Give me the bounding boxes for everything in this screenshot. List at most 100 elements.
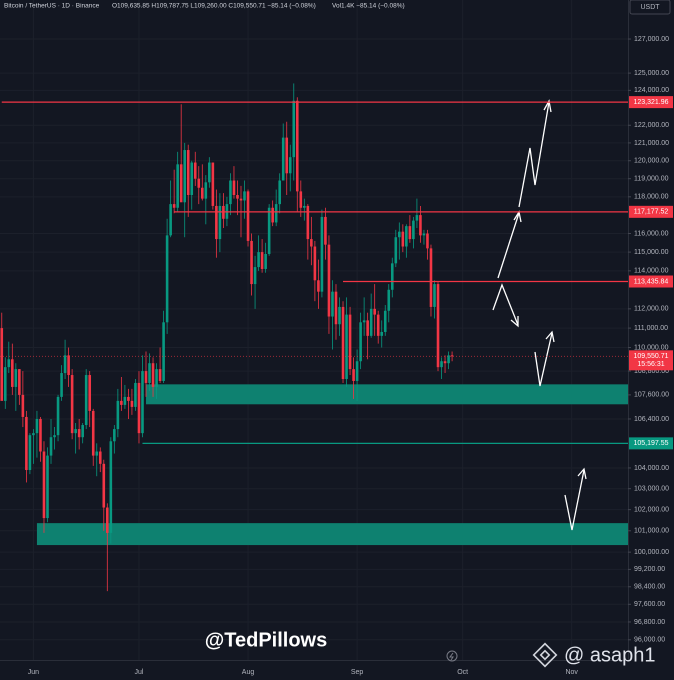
countdown: 15:56:31: [637, 361, 664, 368]
candle-body: [151, 363, 155, 387]
price-label: 117,177.52: [634, 209, 669, 216]
candle-body: [11, 359, 14, 387]
candle-body: [359, 322, 362, 362]
candle-body: [264, 253, 267, 269]
candle-body: [81, 425, 84, 438]
candle-body: [162, 322, 165, 381]
candle-body: [285, 137, 289, 174]
y-tick-label: 96,000.00: [634, 637, 665, 644]
y-tick-label: 107,600.00: [634, 392, 669, 399]
candle-body: [422, 233, 426, 236]
y-tick-label: 102,000.00: [634, 506, 669, 513]
candle-body: [137, 382, 141, 434]
y-tick-label: 112,000.00: [634, 306, 669, 313]
y-tick-label: 99,200.00: [634, 566, 665, 573]
candle-body: [232, 180, 236, 196]
candle-body: [32, 433, 35, 436]
y-tick-label: 111,000.00: [634, 325, 668, 332]
candle-body: [373, 308, 376, 315]
candle-body: [218, 205, 222, 240]
candle-body: [60, 373, 63, 397]
candle-body: [106, 507, 109, 533]
candle-body: [394, 237, 398, 264]
x-tick-label: Sep: [351, 669, 364, 676]
y-tick-label: 125,000.00: [634, 70, 669, 77]
candle-body: [56, 396, 60, 436]
candle-body: [450, 355, 454, 357]
candle-body: [169, 204, 172, 236]
candle-body: [98, 451, 102, 464]
arrow-head: [577, 467, 587, 480]
candle-body: [419, 215, 422, 236]
candle-body: [236, 195, 239, 199]
support-zone: [146, 384, 628, 405]
y-tick-label: 115,000.00: [634, 249, 669, 256]
candle-body: [331, 291, 334, 317]
x-tick-label: Aug: [242, 669, 255, 676]
y-tick-label: 120,000.00: [634, 158, 669, 165]
candle-body: [176, 164, 179, 208]
candle-body: [74, 429, 77, 434]
candle-body: [412, 220, 415, 240]
candle-body: [134, 382, 137, 407]
candle-body: [369, 308, 373, 336]
candle-body: [366, 320, 369, 336]
ohlc-header: O109,635.85 H109,787.75 L109,260.00 C109…: [112, 3, 316, 10]
candle-body: [415, 215, 419, 221]
candle-body: [401, 231, 405, 247]
candle-body: [67, 355, 70, 376]
candle-body: [443, 361, 447, 364]
candle-body: [25, 416, 28, 471]
arrow-head: [545, 330, 555, 343]
support-zone: [36, 523, 629, 546]
y-tick-label: 110,000.00: [634, 344, 669, 351]
y-tick-label: 97,600.00: [634, 601, 665, 608]
arrow: [534, 332, 553, 387]
candle-body: [130, 400, 134, 407]
candle-body: [179, 164, 183, 203]
candle-body: [355, 361, 359, 381]
plot-area: [0, 83, 629, 592]
watermark: @TedPillows: [205, 629, 327, 651]
y-tick-label: 127,000.00: [634, 36, 669, 43]
price-label-box: [629, 275, 673, 288]
x-tick-label: Jun: [28, 669, 39, 676]
candle-body: [208, 162, 211, 183]
candle-body: [46, 455, 49, 519]
candle-body: [362, 320, 366, 323]
candle-body: [21, 394, 25, 417]
candle-body: [278, 180, 281, 205]
volume-header: Vol1.4K −85.14 (−0.08%): [332, 3, 405, 10]
y-tick-label: 103,000.00: [634, 486, 669, 493]
candle-body: [257, 252, 260, 268]
currency-box[interactable]: [629, 0, 671, 15]
candle-body: [113, 429, 116, 442]
binance-logo: [532, 642, 558, 668]
candle-body: [116, 400, 120, 430]
x-tick-label: Oct: [457, 669, 468, 676]
y-tick-label: 101,000.00: [634, 528, 669, 535]
y-tick-label: 106,400.00: [634, 416, 669, 423]
candle-body: [3, 367, 7, 401]
candle-body: [239, 198, 243, 201]
candle-body: [398, 231, 401, 238]
arrow: [492, 283, 519, 326]
currency[interactable]: USDT: [640, 4, 660, 11]
candle-body: [63, 355, 67, 374]
candle-body: [35, 418, 39, 434]
y-tick-label: 100,000.00: [634, 549, 669, 556]
candle-body: [70, 375, 74, 434]
arrow: [564, 469, 585, 531]
candle-body: [334, 291, 338, 325]
candle-body: [91, 410, 95, 456]
arrow-head: [510, 316, 519, 328]
candle-body: [303, 205, 306, 208]
event-icon[interactable]: [446, 650, 458, 662]
y-tick-label: 119,000.00: [634, 176, 669, 183]
candle-body: [204, 182, 208, 199]
candle-body: [127, 396, 130, 401]
candle-body: [77, 429, 81, 438]
candle-body: [271, 207, 274, 223]
price-label: 105,197.55: [633, 440, 668, 447]
candle-body: [120, 400, 123, 405]
